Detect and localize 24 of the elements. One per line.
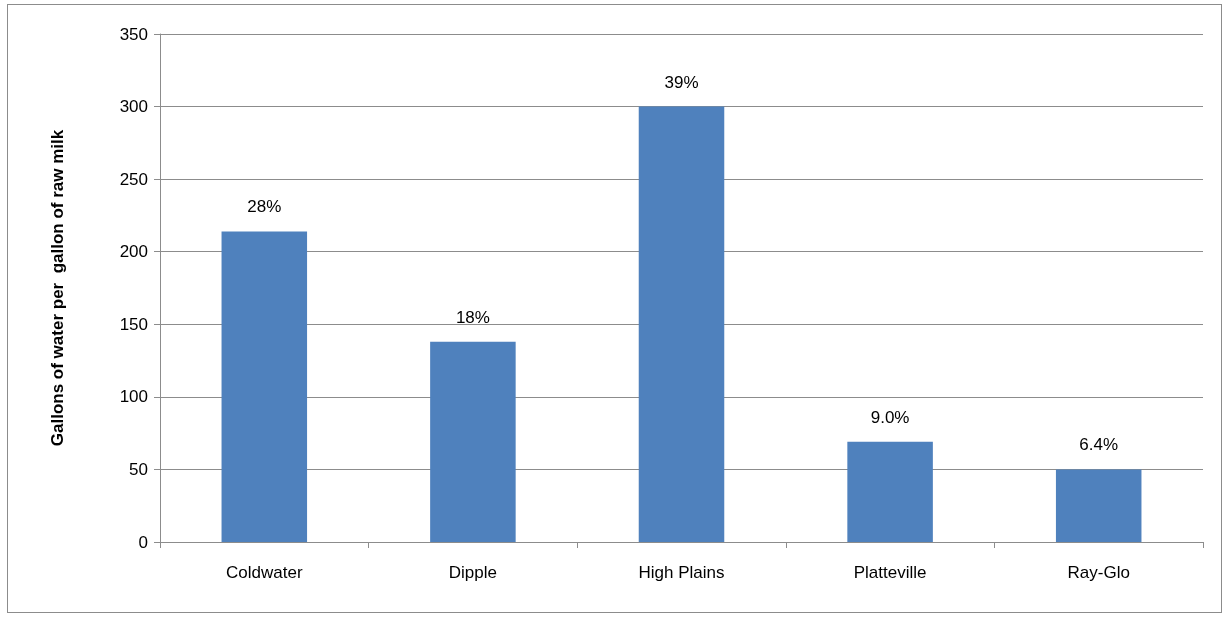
y-tick-label: 200 <box>119 242 148 262</box>
x-tick-label: Ray-Glo <box>1067 563 1130 582</box>
y-tick-label: 50 <box>129 459 148 479</box>
y-tick-label: 150 <box>119 314 148 334</box>
bar <box>430 341 516 542</box>
y-tick-label: 0 <box>138 532 148 552</box>
bar <box>638 106 725 542</box>
y-tick-label: 350 <box>119 24 148 44</box>
bar <box>221 231 308 542</box>
annotation: 6.4% <box>1079 435 1119 455</box>
x-tick-label: Platteville <box>853 563 927 582</box>
annotation: 18% <box>455 307 490 327</box>
x-tick-label: Coldwater <box>226 563 303 582</box>
x-tick-label: High Plains <box>638 563 725 582</box>
y-tick-label: 100 <box>119 387 148 407</box>
annotation: 28% <box>247 197 282 217</box>
bar <box>1055 469 1142 542</box>
x-tick-label: Dipple <box>448 563 497 582</box>
y-tick-label: 250 <box>119 169 148 189</box>
annotation: 9.0% <box>870 407 910 427</box>
annotation: 39% <box>664 72 699 92</box>
y-tick-label: 300 <box>119 97 148 117</box>
y-axis-title: Gallons of water per gallon of raw milk <box>48 129 67 447</box>
bar <box>847 441 933 542</box>
